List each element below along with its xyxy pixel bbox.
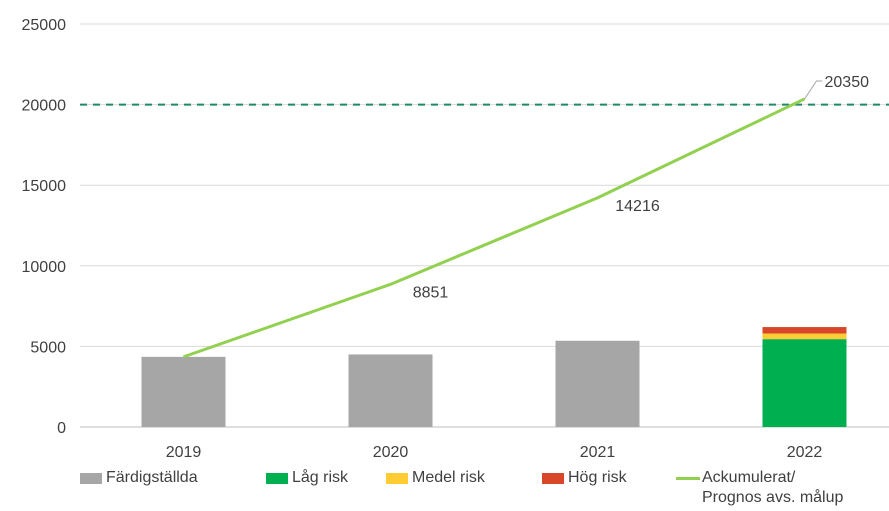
- data-label: 20350: [825, 74, 870, 91]
- legend-item-lag-risk: Låg risk: [266, 468, 348, 488]
- bar-f-rdigst-llda-2019: [141, 356, 226, 427]
- legend-item-medel-risk: Medel risk: [386, 468, 485, 488]
- legend-label-medel-risk: Medel risk: [412, 469, 485, 486]
- bar-f-rdigst-llda-2021: [555, 340, 640, 427]
- y-tick-label: 0: [57, 420, 66, 437]
- x-tick-label: 2022: [787, 444, 823, 461]
- legend-swatch-fardigstallda: [80, 473, 102, 484]
- data-labels: 8851 14216 20350: [413, 74, 869, 301]
- y-tick-label: 15000: [22, 178, 67, 195]
- cumulative-line: [183, 97, 806, 359]
- y-axis-ticks: 0 5000 10000 15000 20000 25000: [22, 17, 67, 437]
- legend-swatch-lag-risk: [266, 473, 288, 484]
- y-tick-label: 5000: [30, 339, 66, 356]
- bar-f-rdigst-llda-2020: [348, 354, 433, 427]
- y-tick-label: 20000: [22, 98, 67, 115]
- legend-swatch-ackumulerat: [676, 477, 700, 480]
- legend-item-hog-risk: Hög risk: [542, 468, 627, 488]
- cumulative-line-path: [183, 97, 806, 359]
- bars: [141, 327, 847, 427]
- legend-swatch-medel-risk: [386, 473, 408, 484]
- bar-medel-risk-2022: [762, 333, 847, 340]
- legend-swatch-hog-risk: [542, 473, 564, 484]
- legend-item-fardigstallda: Färdigställda: [80, 468, 198, 488]
- legend-label-hog-risk: Hög risk: [568, 469, 627, 486]
- legend-label-lag-risk: Låg risk: [292, 469, 349, 486]
- bar-h-g-risk-2022: [762, 327, 847, 334]
- data-label: 14216: [615, 198, 660, 215]
- y-tick-label: 25000: [22, 17, 67, 34]
- legend-item-ackumulerat: Ackumulerat/ Prognos avs. målup: [676, 468, 843, 508]
- legend-label-fardigstallda: Färdigställda: [106, 469, 198, 486]
- bar-l-g-risk-2022: [762, 339, 847, 427]
- x-axis-ticks: 2019 2020 2021 2022: [166, 444, 823, 461]
- data-label: 8851: [413, 284, 449, 301]
- data-label-leader: [804, 80, 823, 100]
- legend-label-ackumulerat: Ackumulerat/ Prognos avs. målup: [702, 469, 844, 506]
- legend: Färdigställda Låg risk Medel risk Hög ri…: [80, 468, 889, 511]
- x-tick-label: 2019: [166, 444, 202, 461]
- x-tick-label: 2021: [580, 444, 616, 461]
- x-tick-label: 2020: [373, 444, 409, 461]
- y-tick-label: 10000: [22, 259, 67, 276]
